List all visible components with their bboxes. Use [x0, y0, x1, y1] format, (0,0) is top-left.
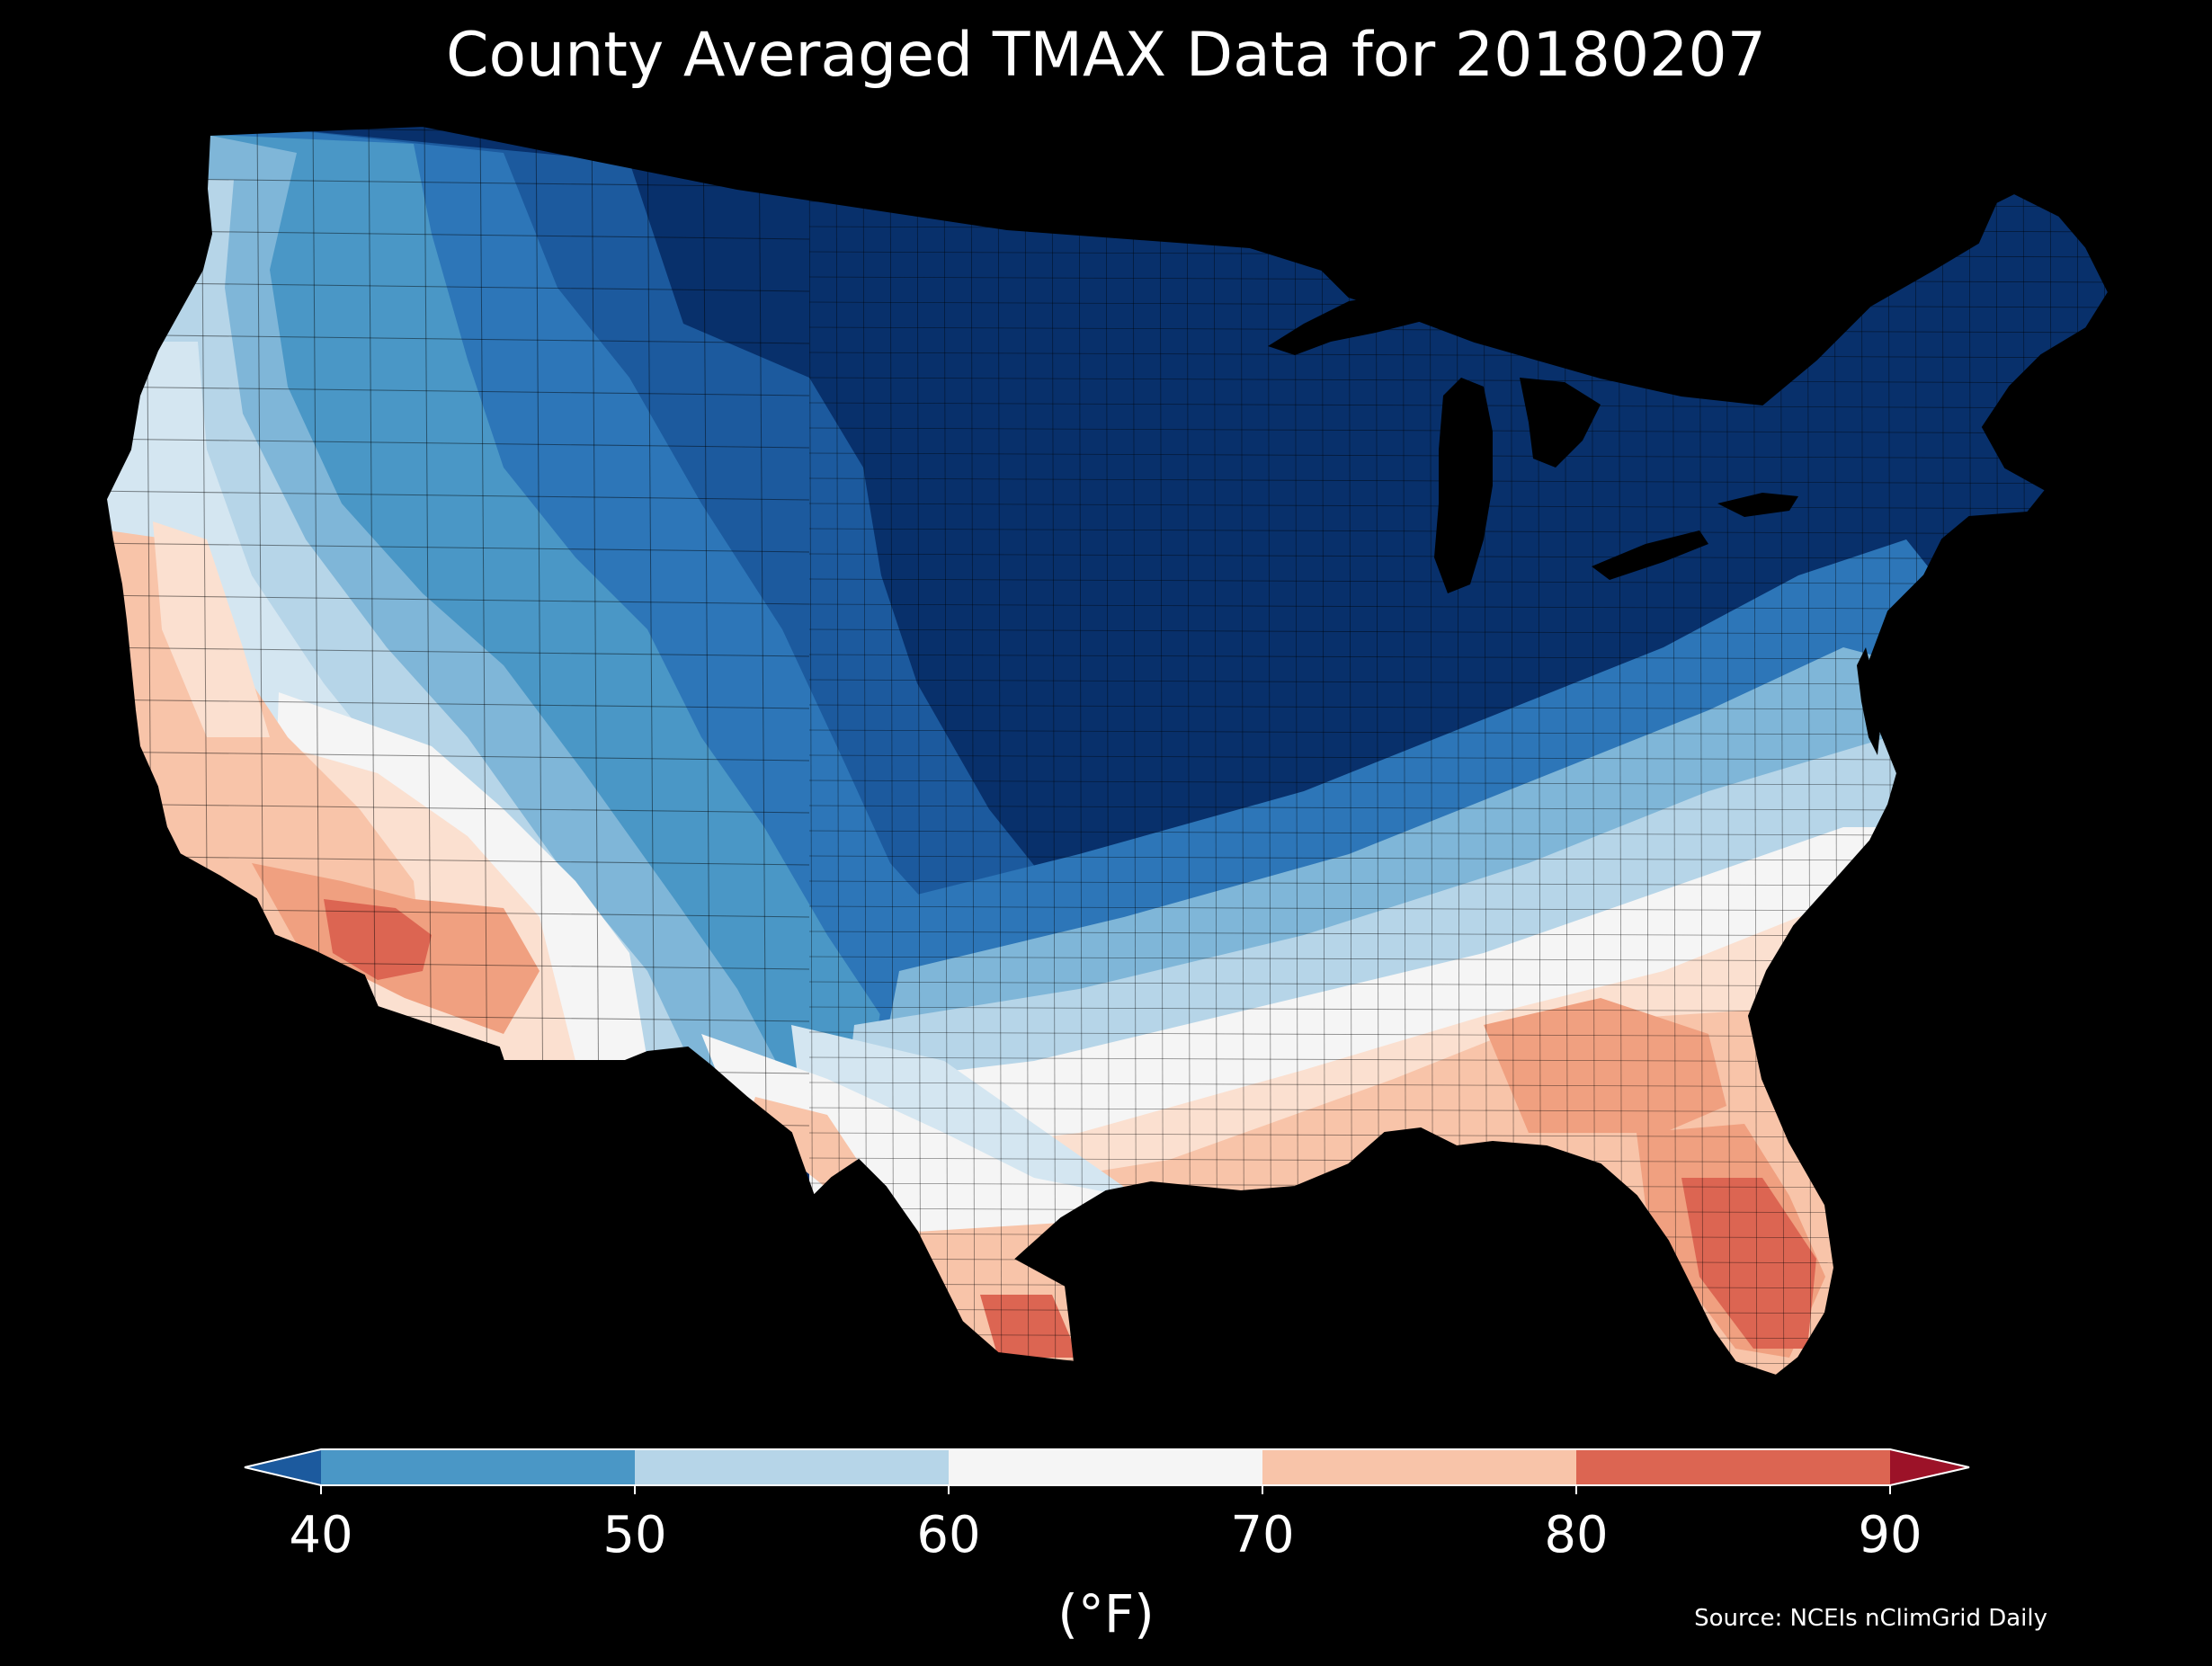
county-line [758, 126, 767, 1125]
region-arizona-hot [324, 899, 432, 980]
source-credit: Source: NCEIs nClimGrid Daily [1694, 1605, 2047, 1632]
county-line [997, 126, 1003, 1376]
county-line [808, 352, 2109, 359]
region-georgia-warm-mid [1484, 998, 1726, 1133]
county-line [106, 646, 810, 657]
county-line [970, 126, 976, 1376]
county-line [368, 126, 377, 1125]
colorbar-tick-label: 50 [602, 1506, 667, 1564]
county-line [106, 751, 810, 762]
lake-erie [1592, 530, 1708, 580]
colorbar-extend-low [245, 1449, 321, 1485]
colorbar-tick-label: 70 [1230, 1506, 1295, 1564]
county-line [106, 699, 810, 709]
region-texas-neutral [701, 1034, 1124, 1259]
county-line [106, 542, 810, 553]
county-line [647, 126, 656, 1125]
region-rio-grande-hot [980, 1295, 1079, 1358]
county-line [943, 126, 949, 1376]
county-line [702, 126, 711, 1125]
county-line [106, 334, 810, 344]
region-south-florida-hot [1681, 1178, 1816, 1349]
county-line [106, 594, 810, 605]
colorbar-unit-label: (°F) [1057, 1583, 1155, 1644]
county-line [424, 126, 433, 1125]
county-line [106, 386, 810, 396]
county-line [916, 126, 922, 1376]
county-line [106, 177, 810, 188]
region-central-valley-warm-light [153, 521, 270, 737]
county-line [106, 803, 810, 814]
county-line [591, 126, 600, 1125]
county-line [1051, 126, 1057, 1376]
colorbar-bin [321, 1449, 635, 1485]
county-line [479, 126, 488, 1125]
lake-ontario [1717, 493, 1798, 517]
great-lakes [1268, 288, 1798, 593]
colorbar-tick-label: 80 [1544, 1506, 1609, 1564]
county-line [106, 855, 810, 866]
lake-huron [1520, 378, 1601, 468]
colorbar-tick-label: 90 [1858, 1506, 1922, 1564]
county-line [106, 438, 810, 449]
county-line [106, 281, 810, 292]
county-line [1024, 126, 1030, 1376]
colorbar-bin [635, 1449, 949, 1485]
colorbar-bin [1576, 1449, 1890, 1485]
map-title: County Averaged TMAX Data for 20180207 [446, 20, 1766, 91]
lake-superior [1268, 288, 1493, 355]
lake-michigan [1434, 378, 1493, 593]
colorbar-tick-label: 60 [916, 1506, 981, 1564]
colorbar-extend-high [1890, 1449, 1969, 1485]
county-line [106, 490, 810, 501]
colorbar-bin [1262, 1449, 1576, 1485]
colorbar-bin [949, 1449, 1262, 1485]
county-line [535, 126, 544, 1125]
colorbar-tick-label: 40 [289, 1506, 353, 1564]
